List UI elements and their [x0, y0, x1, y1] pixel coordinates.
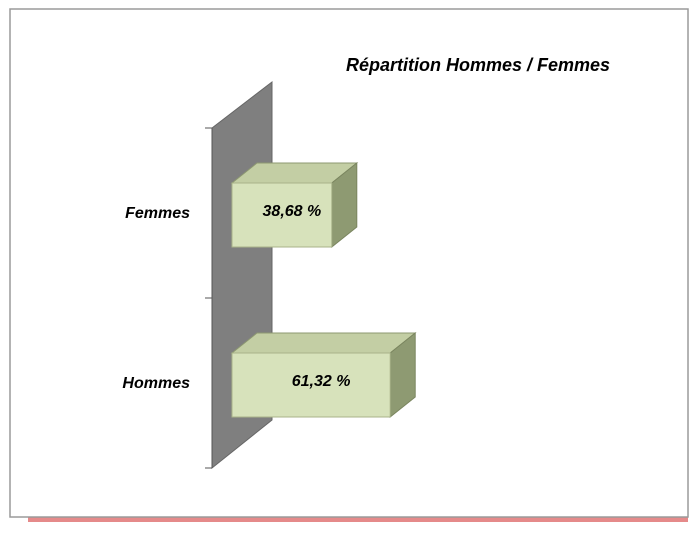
chart-title: Répartition Hommes / Femmes	[346, 55, 610, 75]
data-label: 61,32 %	[292, 373, 351, 390]
bar	[231, 182, 333, 248]
y-tick-label: Femmes	[125, 205, 190, 222]
bar	[231, 352, 391, 418]
y-tick-label: Hommes	[122, 375, 190, 392]
frame-shadow	[28, 517, 688, 522]
bar-top	[230, 332, 417, 354]
data-label: 38,68 %	[263, 203, 322, 220]
chart-frame	[9, 8, 689, 518]
